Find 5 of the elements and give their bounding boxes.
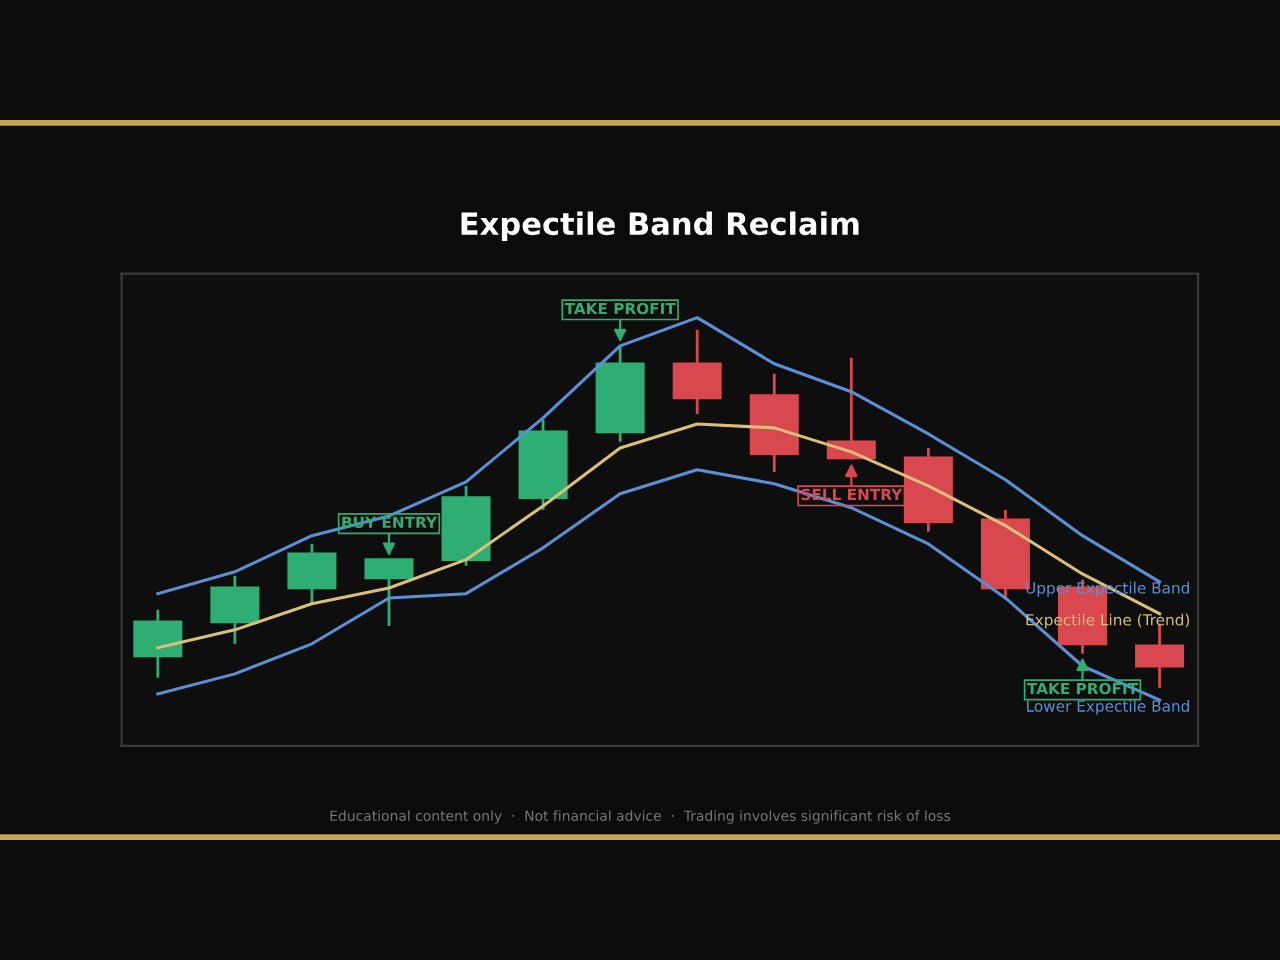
- candlestick: [672, 328, 722, 416]
- chart-title: Expectile Band Reclaim: [461, 211, 859, 242]
- candlestick: [210, 574, 260, 646]
- candlestick: [133, 608, 183, 680]
- candlestick: [287, 542, 337, 606]
